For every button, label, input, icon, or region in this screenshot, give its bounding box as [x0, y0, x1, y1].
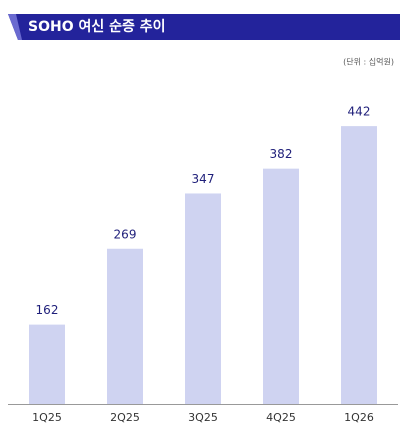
bar: [341, 126, 377, 405]
value-label: 269: [114, 227, 137, 241]
x-tick-label: 4Q25: [266, 411, 296, 424]
x-tick-label: 1Q26: [344, 411, 374, 424]
value-label: 162: [36, 303, 59, 317]
title-bar-accent: [8, 14, 22, 40]
value-label: 442: [348, 105, 371, 119]
value-label: 347: [192, 172, 215, 186]
value-label: 382: [270, 147, 293, 161]
chart-title: SOHO 여신 순증 추이: [28, 18, 166, 35]
x-tick-label: 1Q25: [32, 411, 62, 424]
bar: [107, 248, 143, 404]
x-tick-label: 2Q25: [110, 411, 140, 424]
unit-label: (단위 : 십억원): [343, 57, 394, 67]
bar: [29, 324, 65, 404]
title-bar: [8, 14, 400, 40]
x-tick-label: 3Q25: [188, 411, 218, 424]
bar: [263, 168, 299, 404]
bar: [185, 193, 221, 404]
